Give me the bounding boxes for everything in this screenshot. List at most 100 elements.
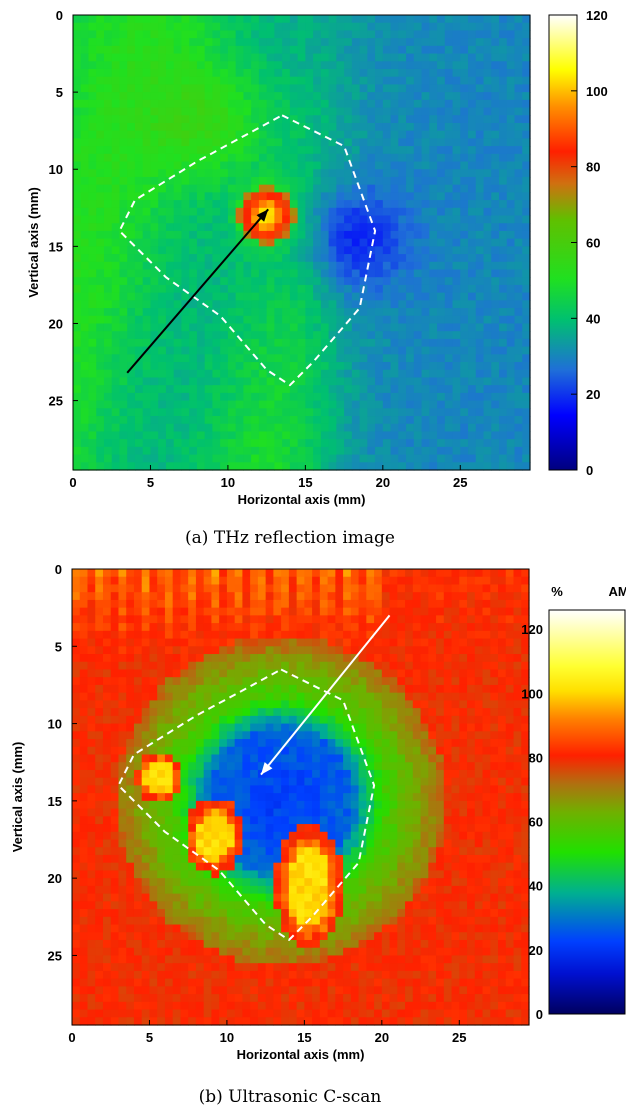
heatmap-cell	[242, 623, 251, 632]
heatmap-cell	[227, 261, 237, 271]
heatmap-cell	[204, 238, 214, 247]
heatmap-cell	[282, 446, 291, 456]
heatmap-cell	[96, 439, 105, 448]
heatmap-cell	[141, 623, 151, 632]
heatmap-cell	[118, 708, 127, 717]
heatmap-cell	[103, 254, 113, 263]
heatmap-cell	[126, 970, 135, 980]
heatmap-cell	[351, 184, 361, 193]
heatmap-cell	[181, 76, 190, 85]
heatmap-cell	[211, 607, 220, 616]
heatmap-cell	[88, 300, 97, 309]
heatmap-cell	[289, 169, 299, 178]
heatmap-cell	[96, 354, 105, 363]
heatmap-cell	[80, 392, 90, 402]
heatmap-cell	[212, 153, 221, 163]
heatmap-cell	[188, 839, 197, 848]
heatmap-cell	[73, 146, 82, 155]
heatmap-cell	[234, 646, 244, 655]
heatmap-cell	[444, 30, 454, 39]
heatmap-cell	[367, 315, 376, 325]
heatmap-cell	[421, 215, 430, 224]
heatmap-cell	[514, 284, 523, 294]
heatmap-cell	[157, 630, 166, 640]
heatmap-cell	[258, 284, 268, 294]
heatmap-cell	[375, 68, 384, 78]
heatmap-cell	[141, 870, 151, 879]
heatmap-cell	[133, 878, 143, 887]
x-tick-label: 10	[221, 475, 235, 490]
heatmap-cell	[72, 615, 81, 624]
heatmap-cell	[103, 385, 113, 394]
heatmap-cell	[157, 955, 166, 964]
heatmap-cell	[172, 785, 182, 794]
heatmap-cell	[172, 800, 182, 810]
heatmap-cell	[460, 92, 469, 101]
heatmap-cell	[134, 22, 144, 32]
heatmap-cell	[126, 878, 135, 887]
heatmap-cell	[73, 176, 82, 186]
y-tick-label: 15	[49, 239, 63, 254]
heatmap-cell	[382, 161, 392, 170]
heatmap-cell	[212, 439, 221, 448]
heatmap-cell	[203, 785, 213, 794]
heatmap-cell	[227, 68, 237, 78]
heatmap-cell	[127, 454, 136, 463]
heatmap-cell	[243, 300, 252, 309]
heatmap-cell	[452, 277, 461, 286]
heatmap-cell	[181, 454, 190, 463]
heatmap-cell	[150, 423, 159, 433]
heatmap-cell	[251, 385, 260, 394]
heatmap-cell	[243, 184, 252, 193]
heatmap-cell	[219, 885, 228, 895]
heatmap-cell	[413, 315, 423, 325]
heatmap-cell	[150, 462, 159, 471]
heatmap-cell	[96, 408, 105, 417]
heatmap-cell	[219, 1009, 228, 1018]
heatmap-cell	[382, 423, 392, 433]
heatmap-cell	[219, 808, 228, 817]
heatmap-cell	[336, 122, 345, 132]
heatmap-cell	[188, 816, 197, 825]
heatmap-cell	[220, 230, 229, 240]
heatmap-cell	[80, 200, 90, 209]
heatmap-cell	[79, 723, 89, 732]
heatmap-cell	[110, 1001, 120, 1011]
heatmap-cell	[212, 223, 221, 232]
heatmap-cell	[234, 808, 244, 817]
heatmap-cell	[226, 963, 236, 972]
heatmap-cell	[80, 92, 90, 101]
heatmap-cell	[390, 300, 399, 309]
heatmap-cell	[242, 569, 251, 578]
heatmap-cell	[491, 138, 500, 147]
heatmap-cell	[305, 76, 314, 85]
heatmap-cell	[181, 284, 190, 294]
heatmap-cell	[382, 115, 392, 124]
heatmap-cell	[289, 446, 299, 456]
heatmap-cell	[320, 76, 330, 85]
heatmap-cell	[227, 277, 237, 286]
heatmap-cell	[133, 939, 143, 949]
heatmap-cell	[514, 254, 523, 263]
heatmap-cell	[257, 684, 267, 694]
heatmap-cell	[203, 661, 213, 671]
heatmap-cell	[227, 346, 237, 355]
heatmap-cell	[73, 269, 82, 278]
heatmap-cell	[499, 261, 508, 271]
heatmap-cell	[158, 153, 167, 163]
heatmap-cell	[126, 692, 135, 701]
heatmap-cell	[234, 630, 244, 640]
heatmap-cell	[289, 30, 299, 39]
heatmap-cell	[204, 246, 214, 255]
heatmap-cell	[172, 754, 182, 763]
heatmap-cell	[227, 161, 237, 170]
heatmap-cell	[134, 454, 144, 463]
heatmap-cell	[149, 762, 158, 771]
heatmap-cell	[506, 284, 516, 294]
heatmap-cell	[220, 308, 229, 317]
heatmap-cell	[359, 146, 368, 155]
heatmap-cell	[250, 1009, 259, 1018]
heatmap-cell	[282, 207, 291, 217]
heatmap-cell	[220, 15, 229, 24]
heatmap-cell	[375, 192, 384, 201]
